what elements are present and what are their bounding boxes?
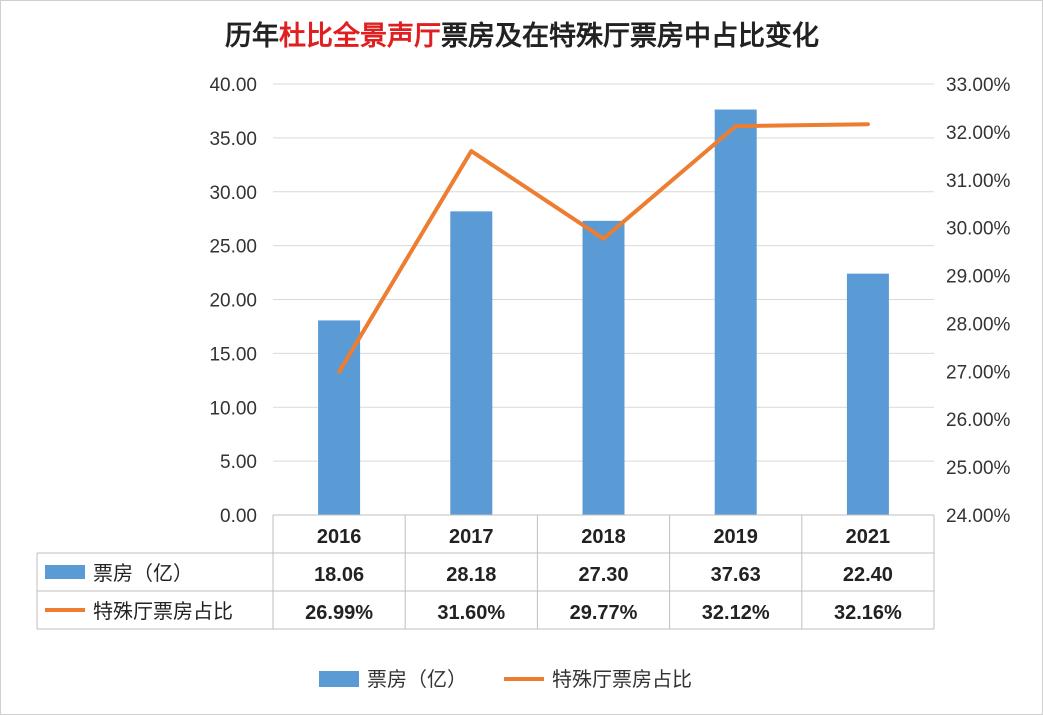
right-tick-label: 32.00%	[946, 123, 1011, 144]
left-tick-label: 15.00	[209, 344, 257, 365]
category-label: 2017	[449, 526, 494, 548]
right-tick-label: 26.00%	[946, 410, 1011, 431]
right-tick-label: 28.00%	[946, 314, 1011, 335]
line-value-cell: 26.99%	[305, 602, 373, 624]
chart-title-part: 票房及在特殊厅票房中占比变化	[441, 20, 819, 52]
bar-value-cell: 27.30	[578, 564, 628, 586]
category-label: 2021	[846, 526, 891, 548]
bar	[582, 220, 625, 515]
line-series-row-label: 特殊厅票房占比	[93, 599, 233, 623]
right-tick-label: 30.00%	[946, 219, 1011, 240]
bar-series-row-label: 票房（亿）	[93, 561, 193, 585]
bar	[846, 273, 889, 515]
right-y-axis: 24.00% 25.00% 26.00% 27.00% 28.00% 29.00% 30.0…	[946, 75, 1011, 527]
bar-series	[318, 109, 889, 516]
left-tick-label: 40.00	[209, 75, 257, 96]
bar-series-key	[45, 565, 85, 579]
legend: 票房（亿） 特殊厅票房占比	[319, 667, 692, 691]
category-label: 2019	[713, 526, 758, 548]
bar	[318, 320, 361, 515]
bar-value-cell: 28.18	[446, 564, 496, 586]
legend-line-label: 特殊厅票房占比	[552, 667, 692, 691]
chart-title-part: 历年	[225, 20, 279, 52]
left-tick-label: 25.00	[209, 237, 257, 258]
right-tick-label: 27.00%	[946, 362, 1011, 383]
category-label: 2016	[317, 526, 362, 548]
left-tick-label: 10.00	[209, 398, 257, 419]
bar	[714, 109, 757, 516]
line-series	[337, 122, 870, 374]
line-value-cell: 32.16%	[834, 602, 902, 624]
right-tick-label: 24.00%	[946, 506, 1011, 527]
category-label: 2018	[581, 526, 626, 548]
bar-value-cell: 37.63	[711, 564, 761, 586]
line-value-cell: 31.60%	[437, 602, 505, 624]
left-tick-label: 0.00	[220, 506, 257, 527]
data-table: 2016 18.06 26.99% 2017 28.18 31.60% 2018 27.30 2…	[36, 514, 935, 630]
bar-value-cell: 22.40	[843, 564, 893, 586]
legend-bar-label: 票房（亿）	[367, 667, 467, 691]
left-tick-label: 35.00	[209, 129, 257, 150]
legend-bar-key	[319, 671, 359, 687]
left-tick-label: 30.00	[209, 183, 257, 204]
right-tick-label: 33.00%	[946, 75, 1011, 96]
right-tick-label: 31.00%	[946, 171, 1011, 192]
line-value-cell: 29.77%	[570, 602, 638, 624]
right-tick-label: 29.00%	[946, 267, 1011, 288]
bar-value-cell: 18.06	[314, 564, 364, 586]
left-tick-label: 20.00	[209, 291, 257, 312]
right-tick-label: 25.00%	[946, 458, 1011, 479]
left-y-axis: 0.00 5.00 10.00 15.00 20.00 25.00 30.00 35.00 40…	[209, 75, 257, 527]
bar	[450, 211, 493, 515]
left-tick-label: 5.00	[220, 452, 257, 473]
line-value-cell: 32.12%	[702, 602, 770, 624]
chart-title-part: 杜比全景声厅	[279, 20, 441, 52]
chart-title: 历年杜比全景声厅票房及在特殊厅票房中占比变化	[225, 20, 819, 52]
